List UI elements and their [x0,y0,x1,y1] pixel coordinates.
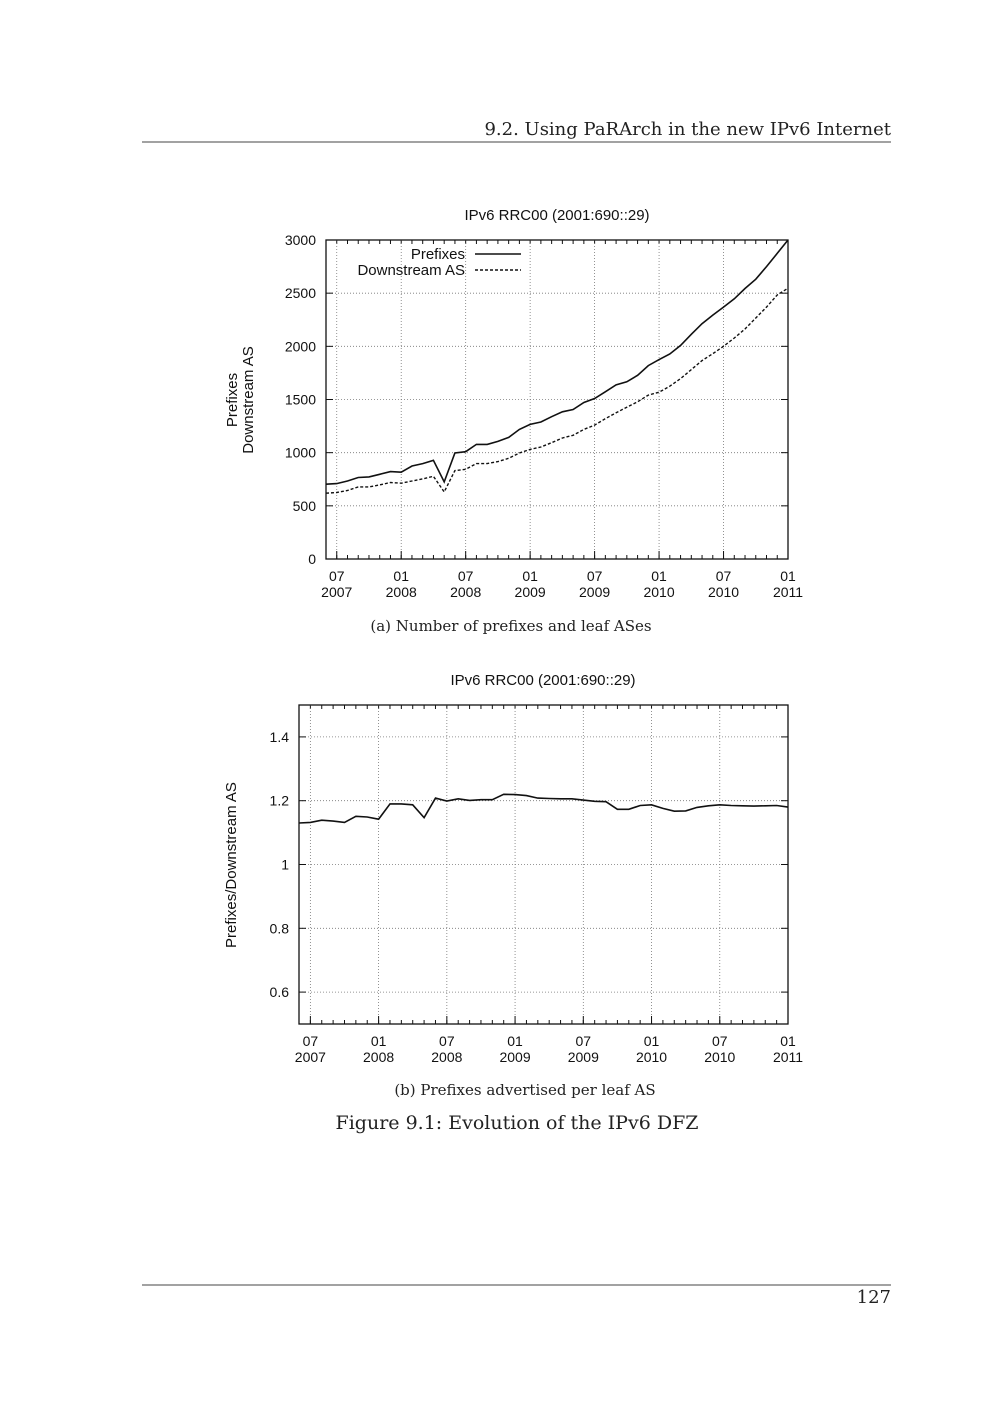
x-tick-label-year: 2008 [386,584,417,600]
subcaption-a: (a) Number of prefixes and leaf ASes [370,617,651,635]
chart-b-ylabel: Prefixes/Downstream AS [223,782,240,948]
x-tick-label-month: 01 [644,1033,660,1049]
x-tick-label-year: 2008 [450,584,481,600]
series-line-prefixes-downstream-as [298,793,789,824]
y-tick-label: 2500 [285,285,316,301]
y-tick-label: 1500 [285,392,316,408]
series-line-prefixes [325,239,789,485]
x-tick-label-year: 2007 [321,584,352,600]
x-tick-label-month: 01 [371,1033,387,1049]
y-tick-label: 0.8 [270,920,290,936]
x-tick-label-month: 01 [522,568,538,584]
x-tick-label-month: 01 [393,568,409,584]
page-number: 127 [857,1287,891,1308]
chart-a-ylabel-line1: Prefixes [224,373,241,427]
x-tick-label-month: 01 [780,1033,796,1049]
legend-label-prefixes: Prefixes [411,246,465,263]
x-tick-label-year: 2010 [704,1049,735,1065]
chart-a-ylabel-line2: Downstream AS [240,346,257,454]
series-line-downstream-as [325,287,789,494]
y-tick-label: 1 [281,857,289,873]
chart-prefixes-and-leaf-ases: IPv6 RRC00 (2001:690::29) Prefixes Downs… [224,207,803,600]
x-tick-label-year: 2010 [636,1049,667,1065]
x-tick-label-year: 2009 [499,1049,530,1065]
x-tick-label-year: 2009 [579,584,610,600]
x-tick-label-year: 2011 [773,1049,803,1065]
x-tick-label-year: 2008 [363,1049,394,1065]
y-tick-label: 1.2 [270,793,290,809]
x-tick-label-year: 2008 [431,1049,462,1065]
x-tick-label-year: 2010 [643,584,674,600]
chart-prefixes-per-leaf-as: IPv6 RRC00 (2001:690::29) Prefixes/Downs… [223,672,803,1065]
x-tick-label-month: 07 [303,1033,319,1049]
y-tick-label: 0 [308,551,316,567]
plot-frame [325,239,789,560]
x-tick-label-month: 07 [458,568,474,584]
y-tick-label: 500 [293,498,317,514]
plot-frame [298,704,789,1025]
x-tick-label-month: 07 [439,1033,455,1049]
x-tick-label-year: 2009 [568,1049,599,1065]
x-tick-label-year: 2010 [708,584,739,600]
y-tick-label: 1.4 [270,729,290,745]
x-tick-label-year: 2007 [295,1049,326,1065]
chart-b-title: IPv6 RRC00 (2001:690::29) [450,672,635,689]
chart-a-title: IPv6 RRC00 (2001:690::29) [464,207,649,224]
subcaption-b: (b) Prefixes advertised per leaf AS [394,1081,655,1099]
x-tick-label-month: 07 [587,568,603,584]
x-tick-label-month: 01 [507,1033,523,1049]
y-tick-label: 0.6 [270,984,290,1000]
x-tick-label-month: 07 [329,568,345,584]
x-tick-label-month: 07 [712,1033,728,1049]
figure-caption: Figure 9.1: Evolution of the IPv6 DFZ [336,1112,699,1134]
x-tick-label-month: 07 [716,568,732,584]
y-tick-label: 3000 [285,232,316,248]
running-header: 9.2. Using PaRArch in the new IPv6 Inter… [484,119,891,140]
x-tick-label-year: 2011 [773,584,803,600]
x-tick-label-month: 01 [780,568,796,584]
y-tick-label: 2000 [285,338,316,354]
x-tick-label-month: 01 [651,568,667,584]
x-tick-label-month: 07 [576,1033,592,1049]
x-tick-label-year: 2009 [515,584,546,600]
legend-label-downstream-as: Downstream AS [357,262,465,279]
y-tick-label: 1000 [285,445,316,461]
